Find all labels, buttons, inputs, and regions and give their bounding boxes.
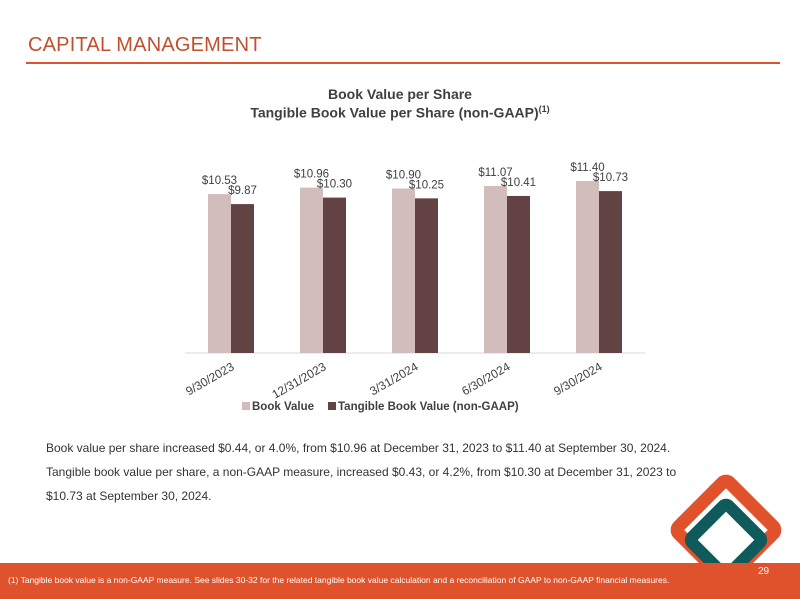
book-value-bar xyxy=(576,181,599,353)
chart-title: Book Value per Share xyxy=(328,86,472,102)
tangible-book-value-bar xyxy=(507,195,530,353)
tangible-book-value-bar xyxy=(415,198,438,353)
footnote: (1) Tangible book value is a non-GAAP me… xyxy=(8,575,670,585)
book-value-data-label: $10.90 xyxy=(386,170,421,182)
page-title: CAPITAL MANAGEMENT xyxy=(28,34,262,56)
book-value-bar xyxy=(300,187,323,353)
book-value-data-label: $10.96 xyxy=(294,169,329,181)
tangible-book-value-bar xyxy=(323,197,346,353)
chart-subtitle-footnote-marker: (1) xyxy=(538,104,550,114)
tangible-book-value-bar xyxy=(599,191,622,353)
tangible-book-value-data-label: $10.30 xyxy=(317,179,352,191)
chart-subtitle-text: Tangible Book Value per Share (non-GAAP) xyxy=(250,104,539,121)
summary-line: Tangible book value per share, a non-GAA… xyxy=(46,465,677,479)
logo-teal-diamond xyxy=(684,498,768,582)
tangible-book-value-bar xyxy=(231,204,254,353)
summary-line: Book value per share increased $0.44, or… xyxy=(46,441,671,455)
book-value-bar xyxy=(208,194,231,353)
book-value-bar xyxy=(392,188,415,353)
tangible-book-value-data-label: $10.41 xyxy=(501,177,536,189)
legend-label: Tangible Book Value (non-GAAP) xyxy=(338,401,519,413)
legend-swatch xyxy=(242,402,250,410)
bar-chart: $10.53$9.879/30/2023$10.96$10.3012/31/20… xyxy=(183,162,645,413)
summary-text: Book value per share increased $0.44, or… xyxy=(46,436,746,508)
legend-label: Book Value xyxy=(252,401,314,413)
book-value-data-label: $11.07 xyxy=(478,167,512,179)
slide-number: 29 xyxy=(758,566,770,577)
summary-line: $10.73 at September 30, 2024. xyxy=(46,489,212,503)
title-divider xyxy=(26,62,780,64)
tangible-book-value-data-label: $10.73 xyxy=(593,172,628,184)
tangible-book-value-data-label: $9.87 xyxy=(228,185,257,197)
legend-swatch xyxy=(328,402,336,410)
chart-subtitle: Tangible Book Value per Share (non-GAAP)… xyxy=(150,104,650,121)
book-value-data-label: $10.53 xyxy=(202,175,237,187)
footer-bar xyxy=(0,563,800,599)
book-value-bar xyxy=(484,185,507,353)
tangible-book-value-data-label: $10.25 xyxy=(409,179,444,191)
book-value-data-label: $11.40 xyxy=(570,162,604,174)
